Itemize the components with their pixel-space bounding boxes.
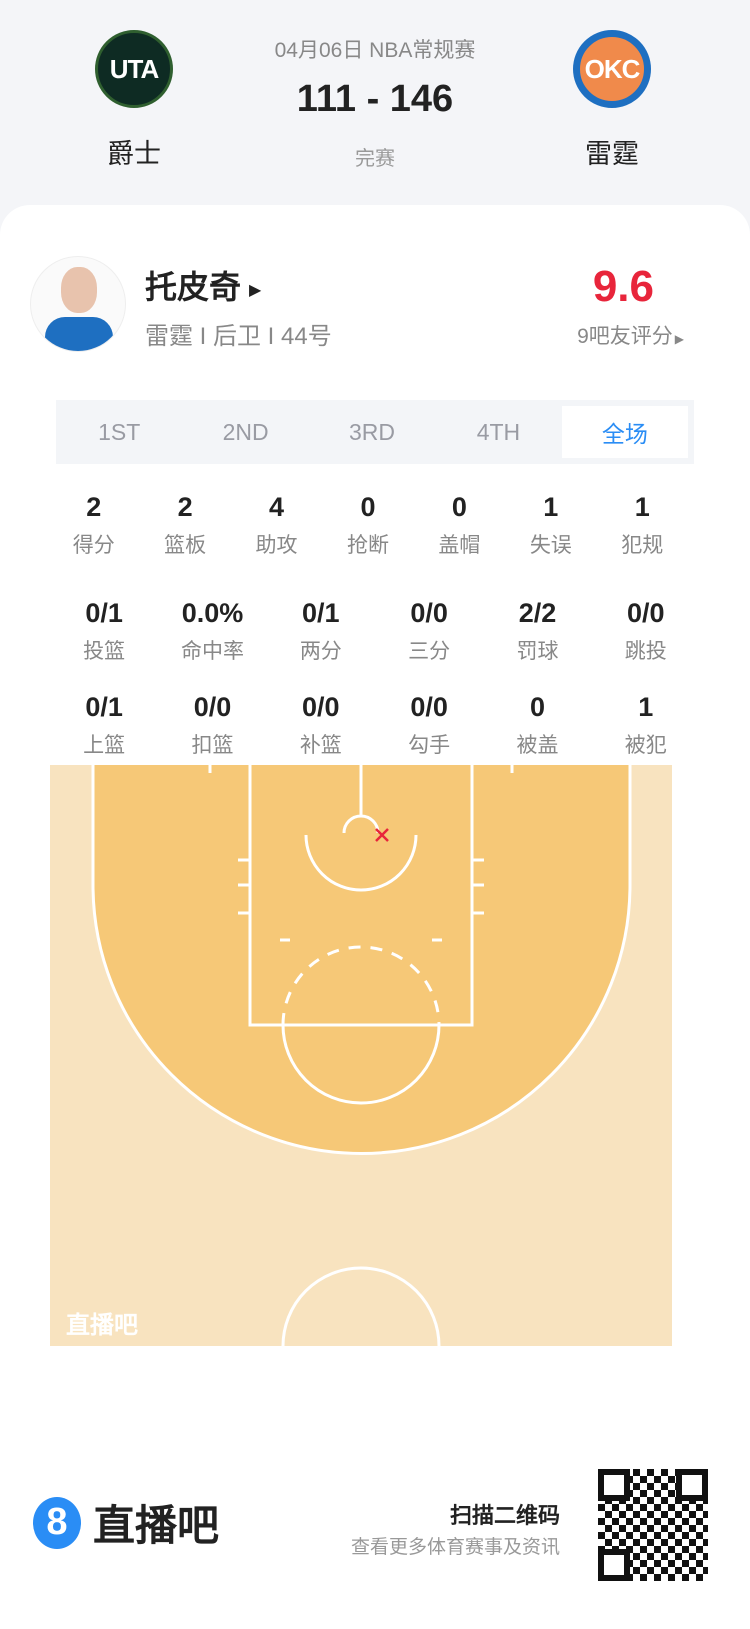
restricted-area bbox=[304, 834, 418, 892]
stat-label: 投篮 bbox=[83, 640, 126, 663]
stat-label: 罚球 bbox=[516, 640, 559, 663]
stat-value: 0/0 bbox=[410, 598, 448, 628]
stat-label: 勾手 bbox=[408, 734, 451, 757]
stat-item: 1 被犯 bbox=[601, 692, 691, 759]
stat-value: 0/0 bbox=[410, 692, 448, 722]
stat-item: 0/0 补篮 bbox=[276, 692, 366, 759]
stat-label: 被盖 bbox=[516, 734, 559, 757]
stat-item: 0/1 投篮 bbox=[59, 598, 149, 665]
stat-item: 1 失误 bbox=[506, 492, 596, 559]
tab-2nd[interactable]: 2ND bbox=[222, 418, 269, 445]
stat-value: 1 bbox=[634, 492, 650, 522]
stat-value: 1 bbox=[638, 692, 654, 722]
stat-label: 失误 bbox=[529, 534, 572, 557]
stat-label: 两分 bbox=[299, 640, 342, 663]
stat-value: 0/0 bbox=[193, 692, 232, 722]
stat-value: 0/1 bbox=[85, 598, 123, 628]
game-status: 完赛 bbox=[355, 148, 395, 170]
stat-label: 补篮 bbox=[299, 734, 342, 757]
stat-label: 三分 bbox=[408, 640, 451, 663]
team-logo-uta: UTA bbox=[95, 30, 173, 108]
stat-item: 0/1 两分 bbox=[276, 598, 366, 665]
three-point-line bbox=[91, 765, 632, 1155]
home-team-name: 爵士 bbox=[107, 139, 161, 169]
stat-item: 0 抢断 bbox=[323, 492, 413, 559]
brand-logo: 8 直播吧 bbox=[33, 1492, 219, 1553]
stat-label: 被犯 bbox=[624, 734, 667, 757]
stat-value: 0 bbox=[451, 492, 467, 522]
shot-miss-x-icon bbox=[375, 828, 389, 842]
brand-name: 直播吧 bbox=[93, 1502, 220, 1549]
stat-item: 1 犯规 bbox=[597, 492, 687, 559]
stat-value: 0.0% bbox=[181, 598, 244, 628]
stat-label: 得分 bbox=[72, 534, 115, 557]
stats-row-basic: 2 得分 2 篮板 4 助攻 0 抢断 0 盖帽 1 失误 1 犯规 bbox=[48, 492, 688, 559]
stat-item: 0/0 三分 bbox=[384, 598, 474, 665]
away-team-name: 雷霆 bbox=[585, 139, 639, 169]
stat-item: 0/1 上篮 bbox=[59, 692, 149, 759]
stat-label: 篮板 bbox=[164, 534, 207, 557]
stats-row-shot-types: 0/1 上篮 0/0 扣篮 0/0 补篮 0/0 勾手 0 被盖 1 被犯 bbox=[50, 692, 700, 759]
paint bbox=[248, 765, 474, 1027]
stat-value: 2 bbox=[86, 492, 102, 522]
rating-link[interactable]: 9吧友评分 ▶ bbox=[577, 320, 684, 350]
game-date-league: 04月06日 NBA常规赛 bbox=[274, 39, 476, 62]
free-throw-circle-upper bbox=[281, 945, 441, 1026]
stat-value: 2/2 bbox=[518, 598, 557, 628]
stat-label: 犯规 bbox=[621, 534, 664, 557]
three-point-area bbox=[93, 765, 630, 1154]
tab-1st[interactable]: 1ST bbox=[98, 418, 141, 445]
stat-value: 0/0 bbox=[627, 598, 665, 628]
stat-value: 0 bbox=[360, 492, 376, 522]
brand-8-icon: 8 bbox=[33, 1496, 81, 1549]
rating-label: 9吧友评分 bbox=[577, 325, 673, 348]
free-throw-circle-lower bbox=[281, 1024, 441, 1105]
player-avatar[interactable] bbox=[30, 256, 126, 352]
player-name: 托皮奇 bbox=[145, 269, 242, 305]
stat-item: 0 盖帽 bbox=[414, 492, 504, 559]
tab-full-game[interactable]: 全场 bbox=[561, 406, 689, 458]
stat-item: 0/0 扣篮 bbox=[167, 692, 257, 759]
stat-label: 命中率 bbox=[180, 640, 244, 663]
stat-value: 0/1 bbox=[302, 598, 340, 628]
stat-label: 扣篮 bbox=[191, 734, 234, 757]
stat-item: 2 篮板 bbox=[140, 492, 230, 559]
scan-subtitle: 查看更多体育赛事及资讯 bbox=[350, 1537, 560, 1558]
player-info: 雷霆 I 后卫 I 44号 bbox=[145, 323, 332, 350]
center-circle bbox=[281, 1266, 441, 1346]
stat-label: 跳投 bbox=[624, 640, 667, 663]
qr-code[interactable] bbox=[598, 1469, 708, 1581]
scan-title: 扫描二维码 bbox=[449, 1503, 560, 1528]
court-watermark: 直播吧 bbox=[66, 1312, 138, 1339]
stat-item: 0 被盖 bbox=[492, 692, 582, 759]
period-tabs: 1ST 2ND 3RD 4TH 全场 bbox=[56, 400, 694, 464]
caret-right-icon: ▶ bbox=[674, 332, 684, 346]
stat-item: 2/2 罚球 bbox=[492, 598, 582, 665]
stat-value: 1 bbox=[543, 492, 559, 522]
stat-item: 0.0% 命中率 bbox=[167, 598, 257, 665]
stat-item: 2 得分 bbox=[49, 492, 139, 559]
stat-item: 0/0 勾手 bbox=[384, 692, 474, 759]
game-score: 111 - 146 bbox=[296, 78, 454, 120]
lane-marks bbox=[238, 858, 484, 942]
stat-label: 盖帽 bbox=[438, 534, 481, 557]
stat-value: 4 bbox=[269, 492, 285, 522]
shot-chart-court: 直播吧 bbox=[50, 765, 672, 1346]
stat-value: 2 bbox=[177, 492, 193, 522]
team-logo-okc: OKC bbox=[573, 30, 651, 108]
caret-right-icon: ▶ bbox=[249, 281, 262, 299]
player-name-link[interactable]: 托皮奇 ▶ bbox=[145, 262, 261, 308]
stat-label: 抢断 bbox=[346, 534, 389, 557]
stat-label: 助攻 bbox=[255, 534, 298, 557]
stat-value: 0/1 bbox=[85, 692, 123, 722]
stats-row-shooting: 0/1 投篮 0.0% 命中率 0/1 两分 0/0 三分 2/2 罚球 0/0 跳投 bbox=[50, 598, 700, 665]
stat-item: 4 助攻 bbox=[232, 492, 322, 559]
player-rating: 9.6 bbox=[592, 262, 654, 311]
stat-label: 上篮 bbox=[83, 734, 126, 757]
stat-value: 0 bbox=[529, 692, 545, 722]
stat-item: 0/0 跳投 bbox=[601, 598, 691, 665]
stat-value: 0/0 bbox=[302, 692, 340, 722]
tab-3rd[interactable]: 3RD bbox=[349, 418, 396, 445]
tab-4th[interactable]: 4TH bbox=[476, 418, 521, 445]
